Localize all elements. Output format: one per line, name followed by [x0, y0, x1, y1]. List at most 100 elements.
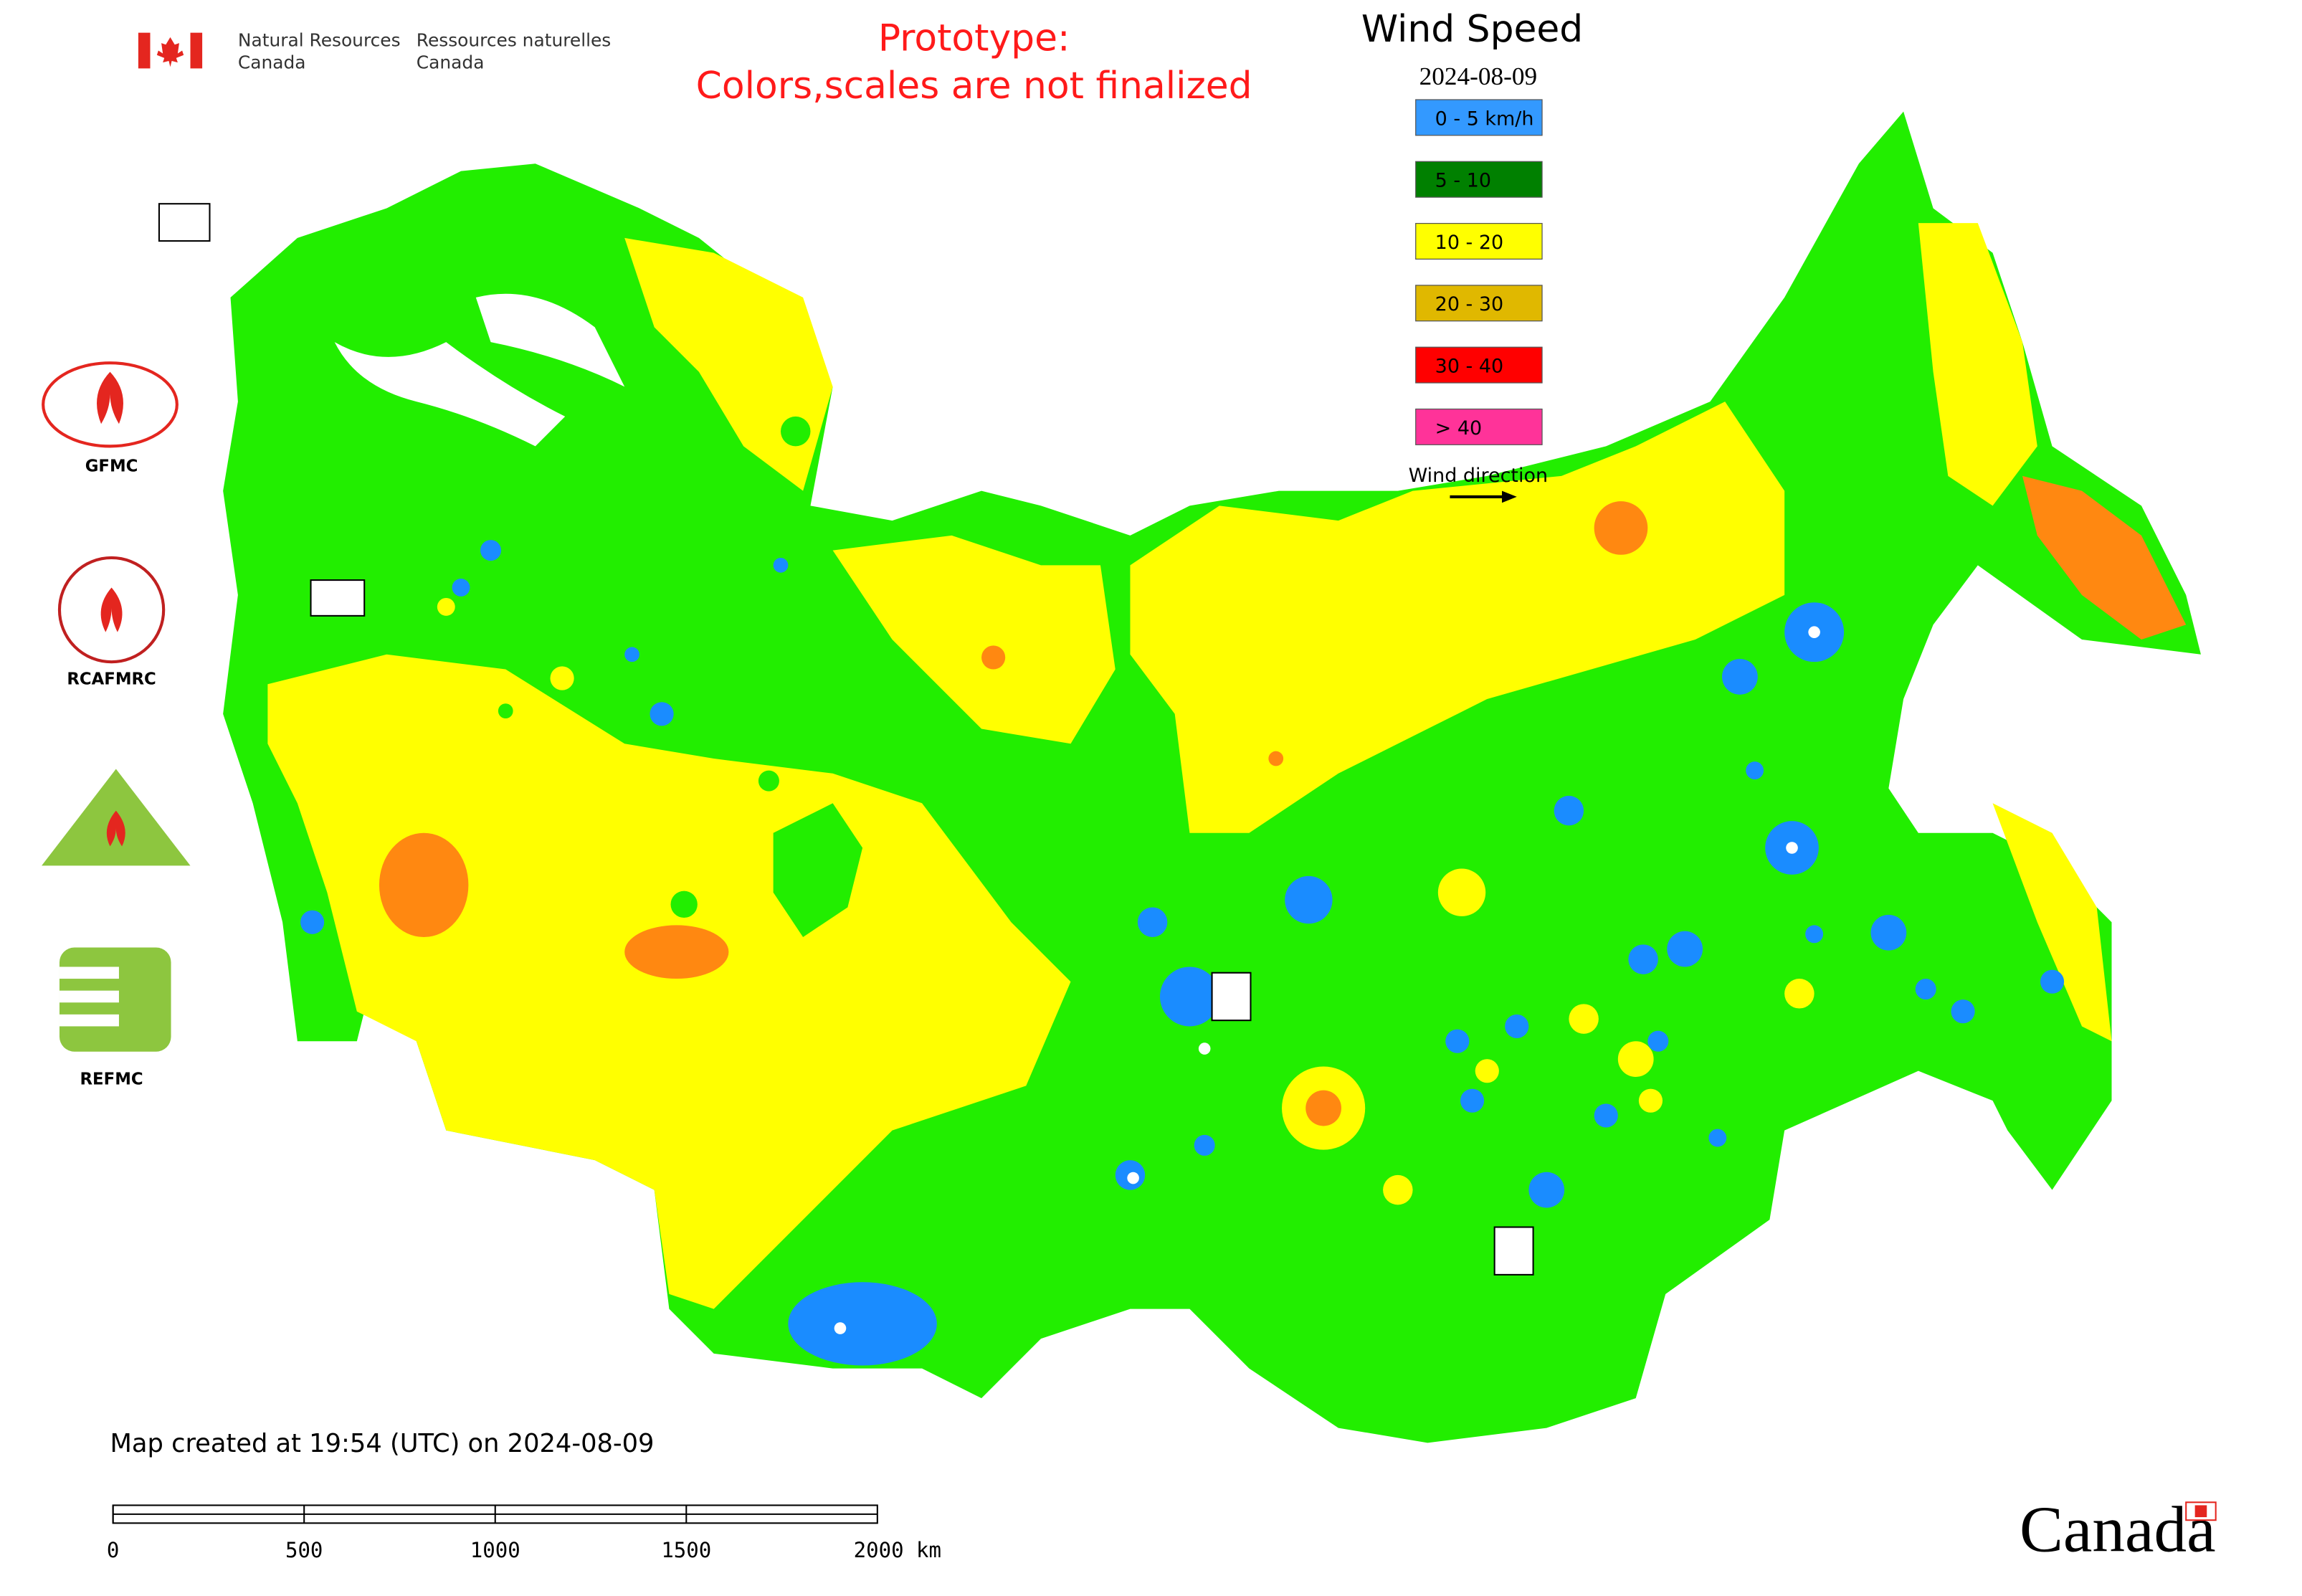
spot-10-20 [1617, 1041, 1654, 1077]
spot-0-5 [1460, 1088, 1485, 1113]
site-markers [158, 203, 1534, 1276]
spot-0-5 [1137, 907, 1168, 937]
spot-0-5 [480, 540, 502, 561]
flag-bar [138, 32, 151, 69]
notice: Prototype: [878, 17, 1070, 60]
region-20-30 [1268, 751, 1284, 766]
logo-gfmc [97, 371, 123, 424]
spot-0-5 [1505, 1014, 1529, 1039]
legend: Wind Speed 2024-08-09 Wind direction 0 -… [1361, 8, 1583, 503]
scale-label: 1500 [661, 1538, 711, 1562]
spot-0-5 [1194, 1134, 1215, 1156]
agency-fr: Ressources naturelles [417, 29, 611, 50]
logo-gfmc [42, 361, 179, 448]
logos: GFMC RCAFMRC REFMC [42, 361, 191, 1088]
water [475, 293, 625, 387]
agency-en: Canada [238, 52, 306, 72]
footer: Map created at 19:54 (UTC) on 2024-08-09… [107, 1429, 2217, 1566]
spot-0-5 [624, 647, 639, 662]
legend-swatch [1415, 285, 1543, 322]
spot-5-10 [758, 770, 779, 792]
spot-10-20 [1475, 1059, 1499, 1083]
region-5-10 [773, 803, 863, 937]
spot-5-10 [498, 703, 513, 719]
logo-refmc [59, 1014, 119, 1027]
site-marker [158, 203, 211, 242]
legend-label: 10 - 20 [1435, 232, 1503, 254]
legend-swatch [1415, 346, 1543, 384]
header: Natural Resources Canada Ressources natu… [138, 17, 1252, 108]
spots [300, 416, 2065, 1334]
spot-0-5 [1722, 659, 1758, 695]
region-10-20 [267, 654, 1071, 1309]
spot-center [1198, 1042, 1211, 1055]
scale-bar: 0 500 1000 1500 2000 km [107, 1504, 941, 1562]
spot-0-5 [1746, 761, 1764, 780]
spot-10-20 [437, 597, 455, 616]
spot-0-5 [1951, 999, 1975, 1024]
spot-5-10 [781, 416, 811, 447]
logo-rcafmrc [57, 556, 166, 664]
spot-0-5 [1667, 931, 1703, 967]
spot-10-20 [550, 666, 574, 690]
flag-bar [190, 32, 203, 69]
spot-0-5 [1159, 966, 1219, 1027]
scale-label: 1000 [470, 1538, 520, 1562]
legend-swatch [1415, 222, 1543, 260]
scale-label: 0 [107, 1538, 119, 1562]
spot-0-5 [1554, 795, 1584, 826]
region-20-30 [379, 832, 469, 937]
region-0-5 [788, 1282, 937, 1366]
legend-date: 2024-08-09 [1419, 62, 1537, 90]
spot-10-20 [1000, 1023, 1016, 1039]
spot-0-5 [1870, 914, 1907, 951]
legend-title: Wind Speed [1361, 8, 1583, 51]
spot-0-5 [1647, 1030, 1669, 1052]
spot-10-20 [1569, 1004, 1599, 1034]
region-10-20 [624, 237, 833, 491]
spot-0-5 [1445, 1029, 1470, 1053]
spot-0-5 [452, 579, 470, 597]
agency-en: Natural Resources [238, 29, 401, 50]
logo-label: GFMC [85, 457, 138, 476]
spot-10-20 [1784, 979, 1815, 1009]
spot-10-20 [1437, 868, 1486, 916]
spot-10-20 [1383, 1174, 1413, 1205]
site-marker [1493, 1226, 1534, 1276]
region-20-30 [1594, 501, 1648, 555]
legend-label: 20 - 30 [1435, 293, 1503, 315]
site-marker [310, 579, 366, 617]
spot-center [1808, 626, 1820, 638]
spot-0-5 [1628, 944, 1658, 974]
created-note: Map created at 19:54 (UTC) on 2024-08-09 [110, 1429, 654, 1458]
legend-label: 0 - 5 km/h [1435, 108, 1534, 130]
logo-label: RCAFMRC [67, 670, 156, 688]
spot-0-5 [1528, 1172, 1565, 1208]
legend-swatch [1415, 408, 1543, 445]
region-20-30 [2022, 475, 2187, 640]
scale-label: 500 [285, 1538, 323, 1562]
spot-10-20 [1638, 1088, 1663, 1113]
spot-center [1786, 842, 1798, 854]
notice: Colors,scales are not finalized [696, 65, 1252, 108]
spot-0-5 [650, 702, 674, 726]
region-20-30 [624, 925, 729, 979]
spot-0-5 [1285, 875, 1333, 924]
spot-0-5 [1708, 1129, 1727, 1147]
logo-rcafmrc [100, 587, 123, 632]
spot-5-10 [670, 890, 698, 918]
water [334, 342, 566, 447]
legend-swatch [1415, 99, 1543, 136]
spot-0-5 [2040, 969, 2065, 994]
region-20-30 [1305, 1090, 1342, 1126]
spot-center [1127, 1172, 1139, 1184]
legend-label: 30 - 40 [1435, 355, 1503, 377]
canada-wordmark: Canada [2020, 1493, 2216, 1566]
agency-fr: Canada [417, 52, 485, 72]
legend-swatch [1415, 161, 1543, 198]
logo-refmc [59, 966, 119, 979]
spot-0-5 [300, 910, 325, 934]
maple-leaf [156, 37, 184, 67]
